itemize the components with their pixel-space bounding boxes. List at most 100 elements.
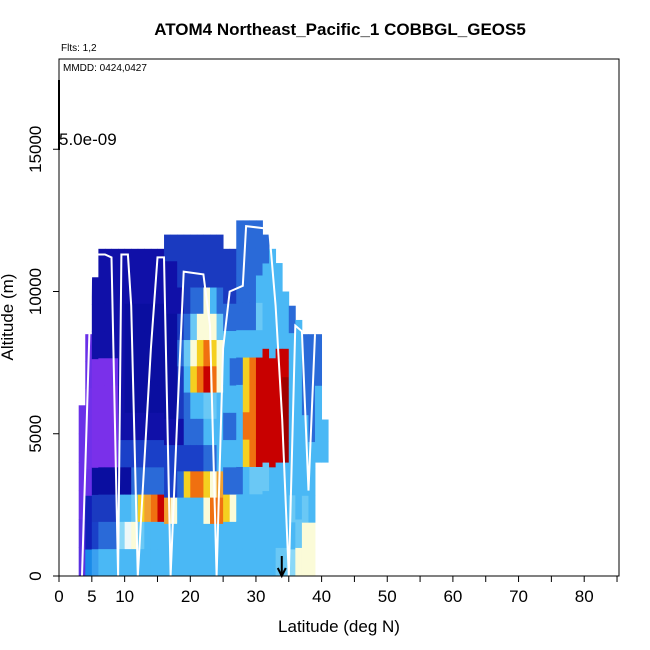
heatmap-cell <box>236 521 244 550</box>
heatmap-cell <box>210 549 217 577</box>
heatmap-cell <box>164 523 172 551</box>
flight-track-dots <box>81 225 316 577</box>
heatmap-cell <box>104 385 112 413</box>
heatmap-cell <box>196 470 204 498</box>
heatmap-cell <box>137 248 145 277</box>
heatmap-cell <box>242 466 250 495</box>
heatmap-cell <box>262 376 270 406</box>
heatmap-cell <box>203 339 211 367</box>
heatmap-cell <box>242 329 250 358</box>
heatmap-cell <box>315 410 323 437</box>
heatmap-cell <box>196 392 204 419</box>
heatmap-cell <box>295 319 303 349</box>
heatmap-cell <box>249 384 257 413</box>
heatmap-cell <box>118 466 126 495</box>
x-tick-label: 10 <box>115 587 134 606</box>
heatmap-cell <box>236 247 244 276</box>
heatmap-cell <box>131 276 139 304</box>
scale-label: 5.0e-09 <box>59 130 117 149</box>
y-tick-label: 0 <box>26 571 45 580</box>
heatmap-cell <box>104 521 112 550</box>
heatmap-cell <box>275 547 283 577</box>
heatmap-cell <box>249 275 257 303</box>
x-tick-label: 80 <box>575 587 594 606</box>
heatmap-cell <box>150 385 158 413</box>
heatmap-cell <box>157 412 165 441</box>
heatmap-cell <box>170 313 178 341</box>
heatmap-cell <box>91 467 99 495</box>
heatmap-cell <box>144 412 152 441</box>
heatmap-cell <box>308 495 316 523</box>
heatmap-cell <box>144 248 152 277</box>
plot-frame <box>58 58 620 577</box>
heatmap-cell <box>321 440 329 463</box>
heatmap-cell <box>210 234 217 262</box>
heatmap-cell <box>164 234 172 262</box>
heatmap-cell <box>111 466 119 495</box>
heatmap-cell <box>124 494 132 522</box>
heatmap-cell <box>282 376 290 406</box>
heatmap-cell <box>308 468 316 496</box>
heatmap-cell <box>91 277 99 305</box>
heatmap-cell <box>203 549 211 577</box>
heatmap-cell <box>190 444 198 472</box>
heatmap-cell <box>196 234 204 262</box>
heatmap-cell <box>190 392 198 419</box>
heatmap-cell <box>157 439 165 468</box>
heatmap-cell <box>229 548 237 577</box>
heatmap-cell <box>157 248 165 277</box>
x-axis-title: Latitude (deg N) <box>278 617 400 636</box>
heatmap-cell <box>150 412 158 441</box>
heatmap-cell <box>144 521 152 550</box>
heatmap-cell <box>216 234 224 262</box>
heatmap-cell <box>236 384 244 413</box>
heatmap-cell <box>223 494 231 522</box>
heatmap-cell <box>255 275 263 303</box>
heatmap-cell <box>183 418 191 446</box>
plot-area <box>78 220 329 577</box>
heatmap-cell <box>91 494 99 523</box>
heatmap-cell <box>183 549 191 577</box>
heatmap-cell <box>203 470 211 498</box>
heatmap-cell <box>229 466 237 495</box>
x-tick-label: 70 <box>509 587 528 606</box>
heatmap-cell <box>131 330 139 359</box>
dates-label: MMDD: 0424,0427 <box>63 63 147 74</box>
heatmap-cell <box>262 405 270 435</box>
heatmap-cell <box>255 220 263 249</box>
heatmap-cell <box>196 549 204 577</box>
heatmap-cell <box>295 405 303 435</box>
heatmap-cell <box>196 418 204 446</box>
heatmap-cell <box>269 521 277 550</box>
heatmap-cell <box>183 339 191 367</box>
heatmap-cell <box>124 276 132 304</box>
heatmap-cell <box>164 260 172 288</box>
chart-title: ATOM4 Northeast_Pacific_1 COBBGL_GEOS5 <box>154 20 526 39</box>
heatmap-cell <box>91 413 99 441</box>
heatmap-cell <box>124 439 132 468</box>
heatmap-cell <box>236 357 244 385</box>
heatmap-cell <box>282 319 290 349</box>
heatmap-cell <box>118 548 126 577</box>
heatmap-cell <box>275 519 283 548</box>
heatmap-cell <box>249 357 257 385</box>
heatmap-cell <box>98 357 106 386</box>
heatmap-cell <box>183 444 191 472</box>
heatmap-cell <box>229 357 237 386</box>
heatmap-cell <box>262 433 270 463</box>
heatmap-cell <box>111 330 119 359</box>
heatmap-cell <box>144 548 152 577</box>
heatmap-cell <box>275 319 283 349</box>
heatmap-cell <box>282 519 290 548</box>
heatmap-cell <box>216 549 224 577</box>
heatmap-cell <box>255 329 263 358</box>
heatmap-cell <box>301 495 309 523</box>
heatmap-cell <box>124 548 132 577</box>
heatmap-cell <box>98 466 106 495</box>
heatmap-cell <box>118 385 126 413</box>
heatmap-cell <box>255 466 263 495</box>
heatmap-cell <box>203 313 211 341</box>
x-tick-label: 60 <box>443 587 462 606</box>
heatmap-cell <box>177 470 185 498</box>
heatmap-cell <box>308 549 316 577</box>
